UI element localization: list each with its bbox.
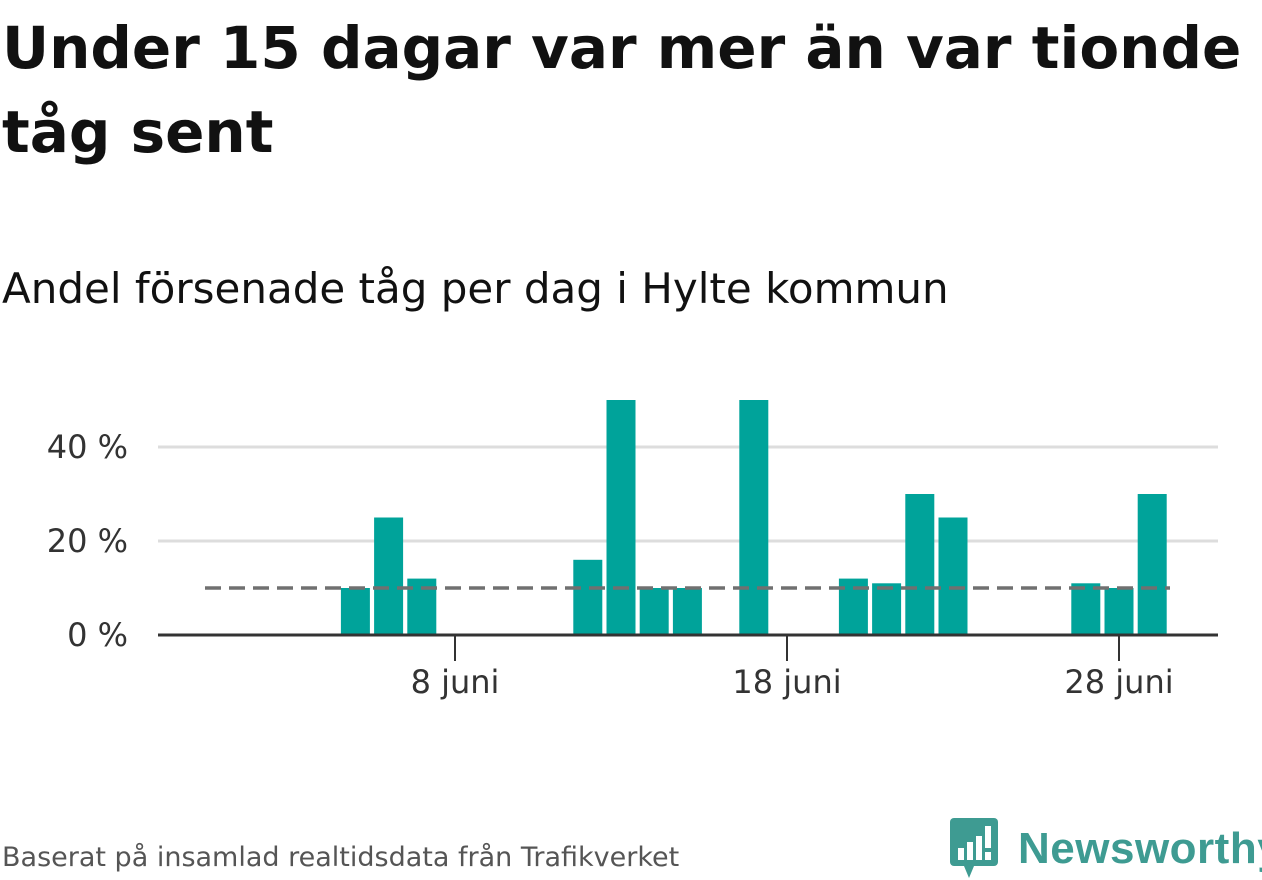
x-tick-label: 18 juni xyxy=(732,663,841,701)
chart-title: Under 15 dagar var mer än var tionde tåg… xyxy=(2,14,1242,166)
grid-layer xyxy=(158,445,1218,543)
x-tick-label: 8 juni xyxy=(411,663,500,701)
bar xyxy=(672,588,702,635)
axis-layer: 0 % 20 % 40 % 8 juni 18 juni 28 juni xyxy=(47,428,1218,701)
bar xyxy=(1071,583,1101,635)
bar xyxy=(905,494,935,635)
bar xyxy=(340,588,370,635)
newsworthy-logo-icon xyxy=(950,818,998,878)
bar xyxy=(938,517,968,635)
bar xyxy=(872,583,902,635)
bar xyxy=(606,400,636,635)
bar xyxy=(1104,588,1134,635)
bar xyxy=(1137,494,1167,635)
bar-layer xyxy=(340,400,1167,635)
brand-name: Newsworthy xyxy=(1018,824,1262,873)
source-note: Baserat på insamlad realtidsdata från Tr… xyxy=(2,842,680,873)
brand-logo: Newsworthy xyxy=(950,818,1262,880)
y-tick-label: 0 % xyxy=(67,616,128,654)
bar xyxy=(739,400,769,635)
x-tick-label: 28 juni xyxy=(1064,663,1173,701)
bar xyxy=(573,559,603,635)
bar xyxy=(639,588,669,635)
bar-chart: 0 % 20 % 40 % 8 juni 18 juni 28 juni xyxy=(47,400,1218,701)
y-tick-label: 20 % xyxy=(47,522,128,560)
chart-subtitle: Andel försenade tåg per dag i Hylte komm… xyxy=(2,264,949,313)
y-tick-label: 40 % xyxy=(47,428,128,466)
bar xyxy=(374,517,404,635)
